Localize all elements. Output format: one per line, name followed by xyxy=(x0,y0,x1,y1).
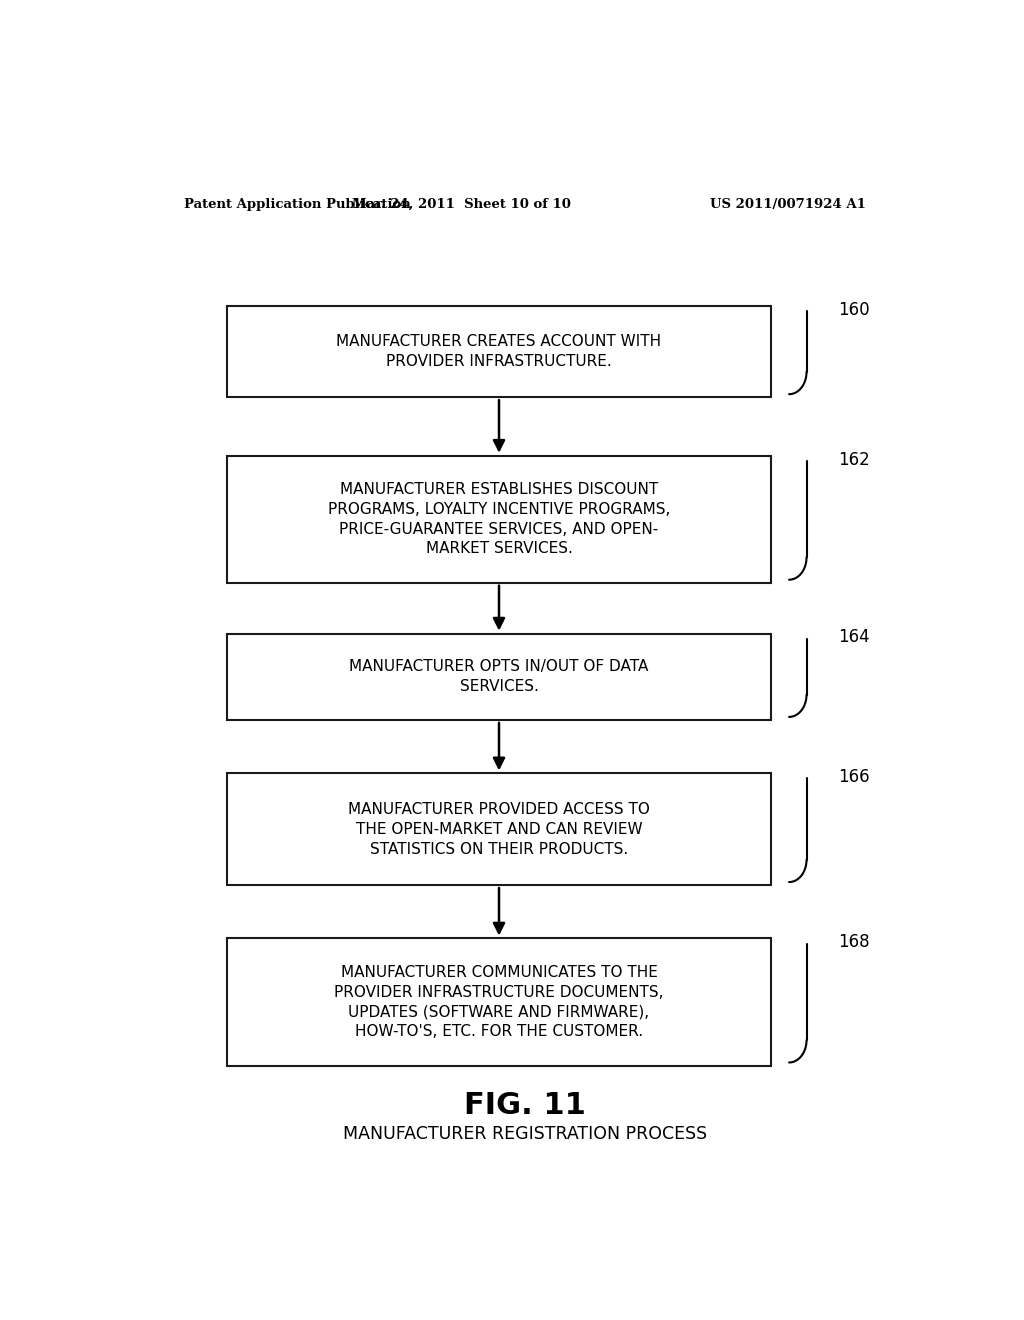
Bar xyxy=(227,634,771,719)
Bar xyxy=(227,306,771,397)
Text: MANUFACTURER ESTABLISHES DISCOUNT
PROGRAMS, LOYALTY INCENTIVE PROGRAMS,
PRICE-GU: MANUFACTURER ESTABLISHES DISCOUNT PROGRA… xyxy=(328,482,670,557)
Text: 168: 168 xyxy=(839,933,870,952)
Text: MANUFACTURER OPTS IN/OUT OF DATA
SERVICES.: MANUFACTURER OPTS IN/OUT OF DATA SERVICE… xyxy=(349,660,648,694)
Text: US 2011/0071924 A1: US 2011/0071924 A1 xyxy=(711,198,866,211)
Bar xyxy=(227,774,771,886)
Text: Mar. 24, 2011  Sheet 10 of 10: Mar. 24, 2011 Sheet 10 of 10 xyxy=(352,198,570,211)
Text: 160: 160 xyxy=(839,301,870,318)
Text: MANUFACTURER PROVIDED ACCESS TO
THE OPEN-MARKET AND CAN REVIEW
STATISTICS ON THE: MANUFACTURER PROVIDED ACCESS TO THE OPEN… xyxy=(348,803,650,857)
Text: MANUFACTURER REGISTRATION PROCESS: MANUFACTURER REGISTRATION PROCESS xyxy=(343,1125,707,1143)
Text: 166: 166 xyxy=(839,768,870,787)
Text: Patent Application Publication: Patent Application Publication xyxy=(183,198,411,211)
Bar xyxy=(227,939,771,1065)
Bar xyxy=(227,455,771,582)
Text: 164: 164 xyxy=(839,628,870,647)
Text: MANUFACTURER CREATES ACCOUNT WITH
PROVIDER INFRASTRUCTURE.: MANUFACTURER CREATES ACCOUNT WITH PROVID… xyxy=(337,334,662,368)
Text: MANUFACTURER COMMUNICATES TO THE
PROVIDER INFRASTRUCTURE DOCUMENTS,
UPDATES (SOF: MANUFACTURER COMMUNICATES TO THE PROVIDE… xyxy=(334,965,664,1039)
Text: FIG. 11: FIG. 11 xyxy=(464,1092,586,1121)
Text: 162: 162 xyxy=(839,450,870,469)
